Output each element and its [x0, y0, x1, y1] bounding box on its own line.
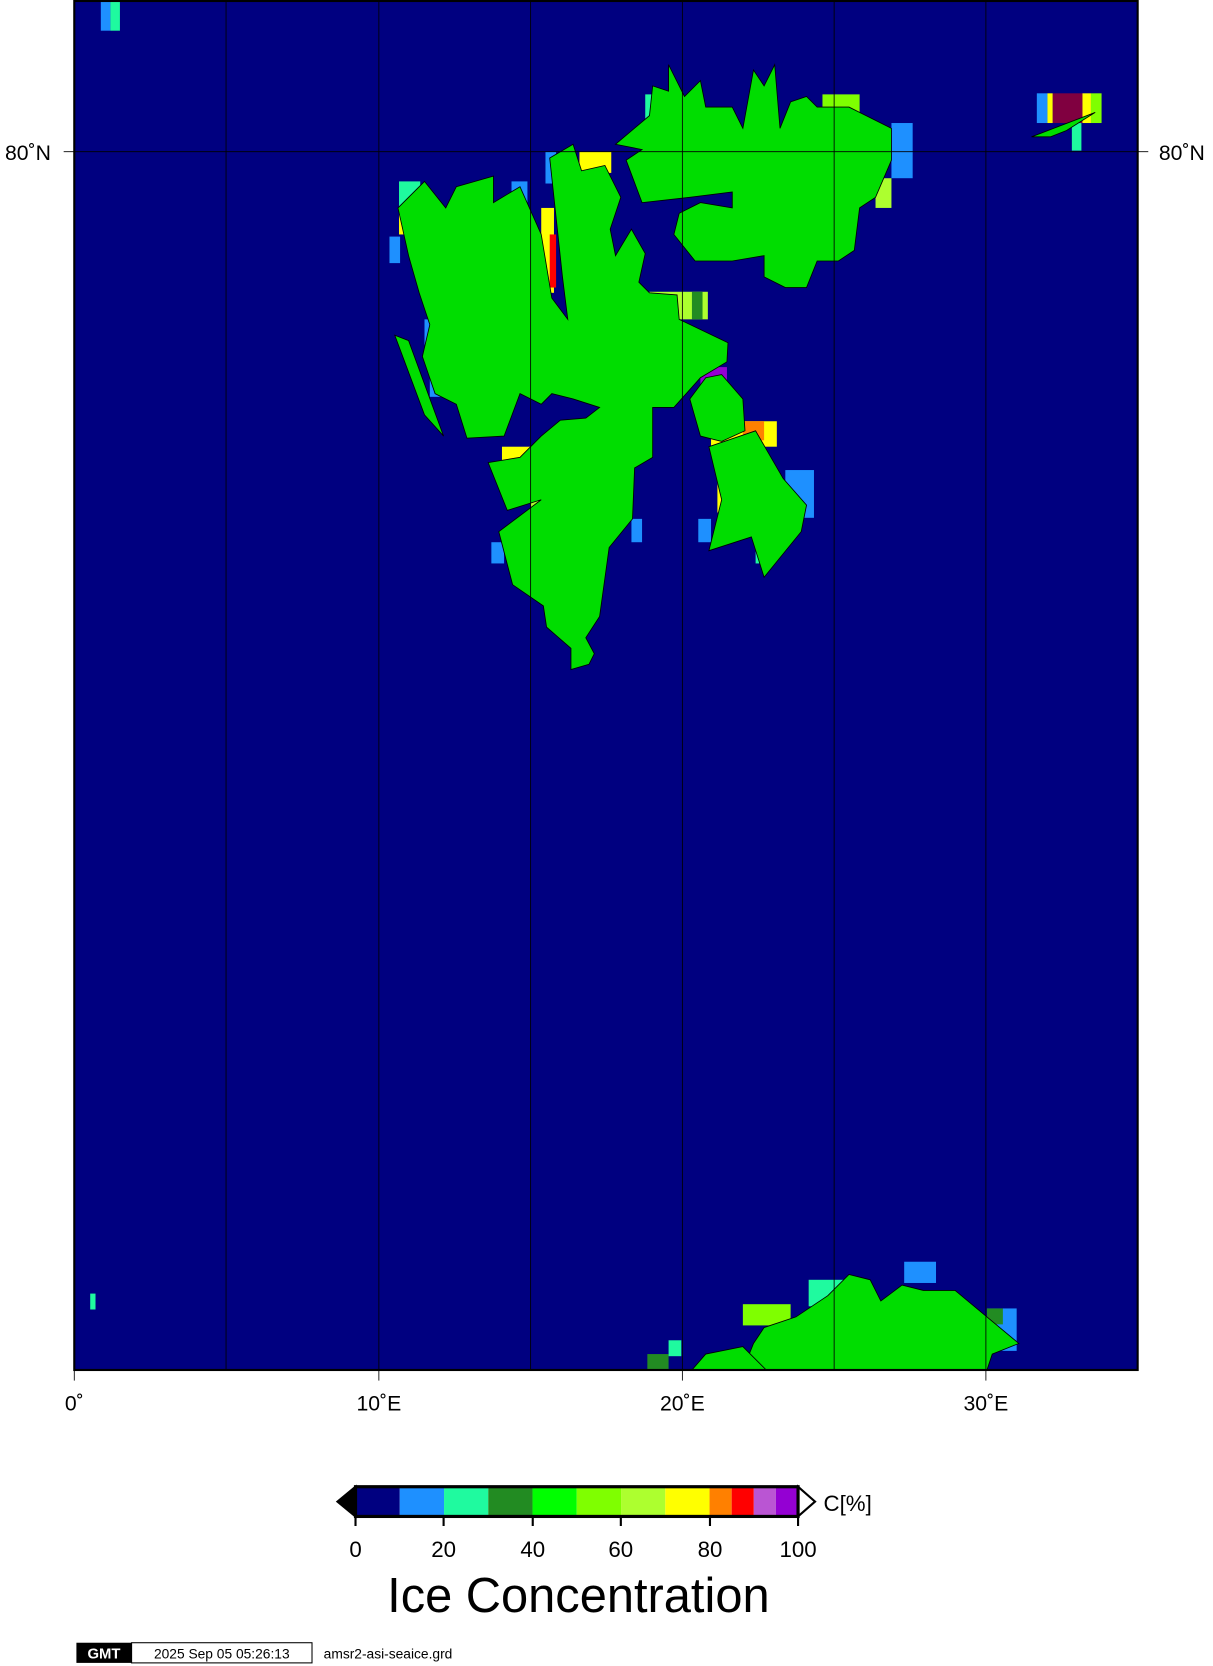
colorbar-tick-100: 100 [779, 1537, 816, 1562]
colorbar-label: C[%] [824, 1491, 872, 1516]
colorbar-above-triangle [796, 1484, 817, 1519]
colorbar-tick-20: 20 [431, 1537, 456, 1562]
colorbar-cell [355, 1486, 400, 1517]
land-spitsbergen [397, 143, 729, 671]
colorbar-cell [753, 1486, 776, 1517]
land-prins-karls-forland [394, 334, 444, 437]
gmt-logo [76, 1642, 132, 1663]
colorbar-cell [399, 1486, 445, 1517]
colorbar-cell [665, 1486, 710, 1517]
colorbar-cell [444, 1486, 489, 1517]
colorbar-cell [709, 1486, 732, 1517]
filename: amsr2-asi-seaice.grd [324, 1647, 453, 1662]
colorbar-frame [353, 1485, 800, 1519]
lon-label-30e: 30˚E [963, 1392, 1008, 1415]
colorbar-cell [731, 1486, 754, 1517]
colorbar-cell [775, 1486, 799, 1517]
timestamp: 2025 Sep 05 05:26:13 [154, 1647, 290, 1662]
colorbar-cell [532, 1486, 577, 1517]
graticule [63, 0, 1149, 1381]
colorbar-cell [576, 1486, 622, 1517]
colorbar-cell [621, 1486, 666, 1517]
land-kvitoya-spit [1031, 112, 1096, 138]
figure-title: Ice Concentration [387, 1569, 769, 1623]
land [394, 63, 1096, 1371]
colorbar-tick-0: 0 [349, 1537, 361, 1562]
colorbar: 0 20 40 60 80 100 C[%] [335, 1484, 872, 1562]
colorbar-tick-80: 80 [698, 1537, 723, 1562]
lat-label-right: 80˚N [1159, 142, 1205, 165]
colorbar-tick-60: 60 [608, 1537, 633, 1562]
lon-label-0: 0˚ [65, 1392, 84, 1415]
land-norway-coast [742, 1274, 1020, 1371]
gmt-logo-text: GMT [88, 1647, 121, 1663]
colorbar-below-triangle [335, 1484, 357, 1519]
lon-label-10e: 10˚E [356, 1392, 401, 1415]
colorbar-cell [488, 1486, 533, 1517]
timestamp-box [131, 1642, 313, 1664]
lat-label-left: 80˚N [5, 142, 51, 165]
lon-label-20e: 20˚E [660, 1392, 705, 1415]
land-edgeoya [708, 430, 808, 579]
colorbar-tick-40: 40 [520, 1537, 545, 1562]
land-nordaustlandet [614, 63, 892, 288]
map-frame [73, 0, 1139, 1372]
footer: GMT 2025 Sep 05 05:26:13 amsr2-asi-seaic… [76, 1642, 453, 1664]
land-barentsoya [689, 374, 746, 442]
